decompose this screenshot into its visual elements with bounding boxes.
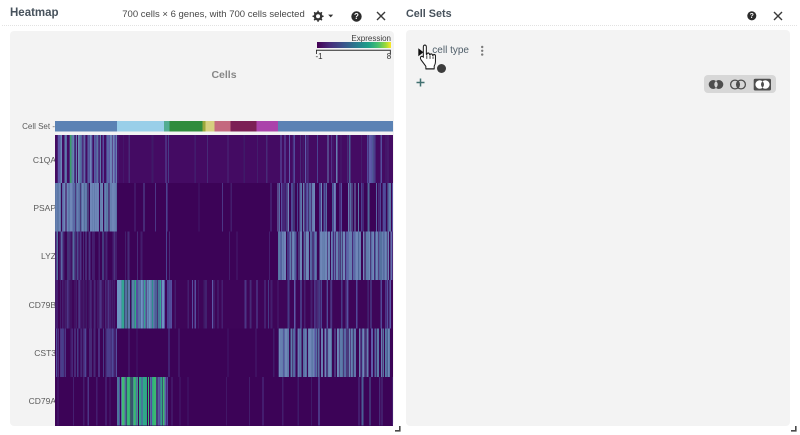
svg-text:?: ? bbox=[354, 12, 359, 21]
svg-text:?: ? bbox=[750, 13, 754, 20]
